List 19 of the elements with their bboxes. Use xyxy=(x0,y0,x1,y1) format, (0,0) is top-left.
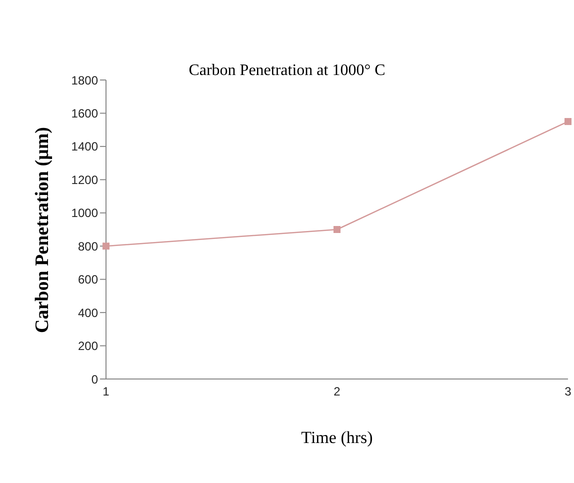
y-tick-label: 600 xyxy=(78,272,98,287)
y-tick-label: 1800 xyxy=(71,73,98,88)
y-tick-label: 1000 xyxy=(71,206,98,220)
x-tick-label: 2 xyxy=(334,384,341,399)
x-tick-label: 1 xyxy=(102,384,110,399)
y-tick-label: 1600 xyxy=(71,106,98,120)
point xyxy=(102,242,110,250)
y-axis-title: Carbon Penetration (μm) xyxy=(32,126,54,334)
y-tick-label: 0 xyxy=(91,372,98,386)
x-axis-title: Time (hrs) xyxy=(300,428,374,448)
y-tick-label: 400 xyxy=(78,306,98,320)
y-tick-label: 800 xyxy=(78,239,98,254)
chart-title: Carbon Penetration at 1000° C xyxy=(188,62,386,79)
y-tick-label: 200 xyxy=(78,339,98,354)
point xyxy=(334,226,340,233)
y-tick-label: 1400 xyxy=(71,140,98,154)
x-tick-label: 3 xyxy=(564,384,572,399)
point xyxy=(564,118,572,126)
y-tick-label: 1200 xyxy=(71,172,98,187)
